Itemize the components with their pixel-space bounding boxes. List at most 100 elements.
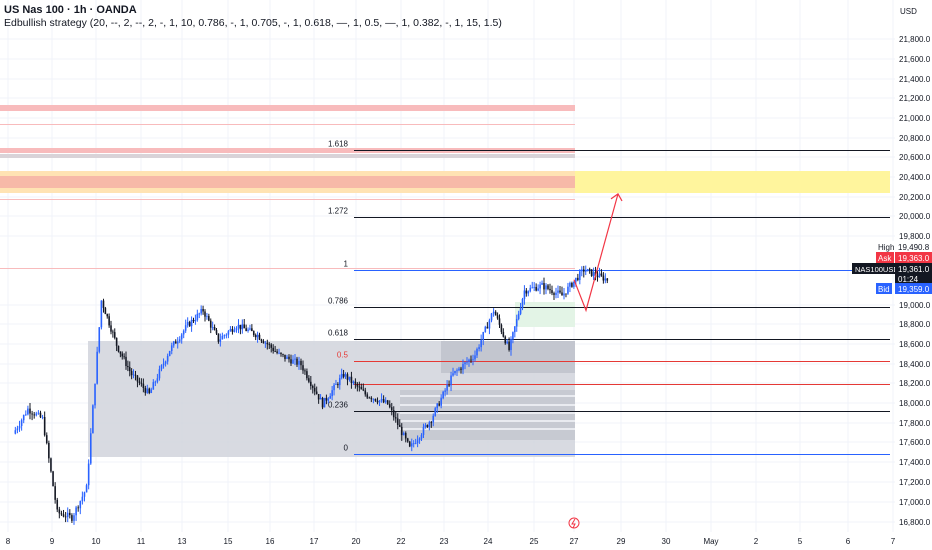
fib-label-2: 1 [344,260,349,269]
candle-body-195 [402,433,405,436]
time-tick-12: 25 [530,537,539,546]
price-tick-10: 19,800.0 [899,232,931,241]
candle-body-241 [494,311,497,316]
candle-body-216 [444,390,446,392]
candle-body-34 [85,485,88,493]
candle-body-250 [512,332,514,340]
price-tick-5: 20,800.0 [899,134,931,143]
indicator-legend: Edbullish strategy (20, --, 2, --, 2, -,… [4,17,502,29]
fib-label-4: 0.618 [328,329,349,338]
candle-body-67 [150,389,153,393]
candle-body-164 [340,373,343,379]
candle-body-130 [274,351,276,352]
candle-body-99 [213,327,216,331]
price-tick-6: 20,600.0 [899,153,931,162]
candle-body-46 [110,325,112,332]
candle-body-227 [466,361,468,363]
candle-body-228 [468,359,470,362]
time-tick-13: 27 [570,537,579,546]
candle-body-262 [535,286,537,291]
high-tag-value: 19,490.8 [898,243,930,252]
candle-body-159 [331,390,333,397]
candle-body-16 [48,443,50,459]
candle-body-290 [590,269,593,276]
candle-body-133 [280,352,282,355]
flash-icon [568,517,580,529]
fvg-box-green [515,302,575,327]
candle-body-174 [360,387,363,390]
candle-body-74 [164,361,167,364]
price-tick-17: 17,800.0 [899,419,931,428]
candle-body-19 [54,486,56,500]
price-tick-12: 18,800.0 [899,320,931,329]
candle-body-61 [138,381,141,383]
candle-body-72 [160,365,163,370]
candle-body-5 [25,414,27,416]
candle-body-103 [221,335,224,340]
candle-body-118 [251,328,253,332]
candle-body-73 [162,363,165,366]
candle-body-246 [504,336,507,344]
candle-body-194 [400,426,403,436]
resistance-line-1 [0,124,575,125]
price-tags: High 19,490.8 Ask 19,363.0 NAS100USD 19,361.0… [852,241,932,294]
ask-tag-value-bg [895,252,932,263]
candle-body-286 [582,269,585,272]
demand-box-stripe-1 [400,404,575,406]
candle-body-180 [372,398,375,400]
candle-body-127 [268,344,271,346]
countdown-value: 01:24 [898,275,919,284]
candle-body-267 [545,285,547,290]
candle-body-97 [209,320,212,328]
candle-body-225 [462,364,464,370]
candle-body-53 [123,356,125,358]
candle-body-181 [374,398,377,401]
candle-body-153 [319,397,322,400]
candle-body-177 [366,394,369,398]
resistance-band-3 [0,154,575,158]
time-tick-5: 15 [224,537,233,546]
candle-body-88 [192,319,195,322]
candle-body-285 [580,269,583,272]
price-tick-8: 20,200.0 [899,193,931,202]
candle-body-224 [460,368,462,370]
fib-levels: 1.618 1.272 1 0.786 0.618 0.5 0.236 0 [328,140,890,455]
candle-body-238 [488,320,491,329]
candle-body-132 [278,352,280,354]
candle-body-295 [600,273,603,276]
candle-body-131 [276,351,278,353]
candle-body-11 [37,412,40,414]
candle-body-105 [225,334,228,336]
chart-header: US Nas 100 · 1h · OANDA Edbullish strate… [4,4,502,30]
candle-body-145 [304,370,306,372]
current-price-line [0,268,575,269]
candle-body-156 [325,397,328,401]
candle-body-40 [98,327,101,352]
candle-body-152 [317,394,320,400]
candle-body-184 [380,399,383,401]
candle-body-245 [502,331,505,337]
candle-body-203 [418,438,421,441]
ask-tag-label: Ask [878,254,892,263]
price-tick-16: 18,000.0 [899,399,931,408]
time-tick-6: 16 [266,537,275,546]
candle-body-161 [335,384,337,385]
candle-body-291 [592,272,595,276]
candle-body-22 [60,513,63,515]
price-tick-20: 17,200.0 [899,478,931,487]
candle-body-217 [446,384,448,391]
time-tick-10: 23 [440,537,449,546]
candle-body-140 [294,358,296,360]
candle-body-95 [206,316,208,317]
candle-body-18 [52,471,54,487]
candle-body-220 [452,373,454,376]
fib-label-3: 0.786 [328,297,349,306]
candle-body-90 [196,313,199,321]
candle-body-282 [575,277,577,282]
candle-body-206 [424,425,427,427]
time-tick-18: 5 [798,537,803,546]
candle-body-119 [252,331,255,335]
candle-body-198 [408,441,411,447]
candle-body-274 [559,290,561,293]
